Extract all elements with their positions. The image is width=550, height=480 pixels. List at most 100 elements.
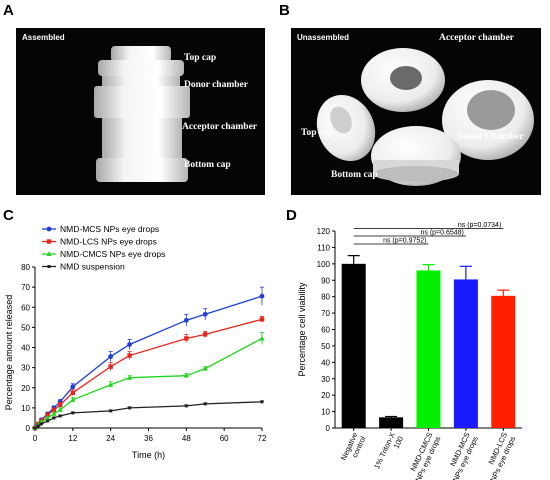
data-point (127, 342, 132, 347)
y-tick-label: 0 (326, 424, 331, 433)
data-point (51, 411, 57, 416)
data-point (184, 404, 188, 408)
data-point (57, 407, 63, 412)
label-donor-chamber-b: Donor Chamber (457, 132, 524, 142)
series-line (34, 337, 263, 429)
data-point (183, 372, 189, 378)
bar (341, 263, 366, 428)
x-axis-title: Time (h) (132, 450, 165, 460)
label-acceptor-chamber-b: Acceptor chamber (439, 33, 515, 43)
data-point (128, 406, 132, 410)
bar (416, 270, 441, 428)
x-tick-label: 72 (258, 434, 267, 443)
cell-viability-chart: 0 10 20 30 40 50 60 70 80 90 100 110 120 Percentage c… (297, 222, 522, 480)
legend-marker (47, 265, 51, 268)
y-tick-label: 20 (321, 391, 330, 400)
legend-label: NMD suspension (60, 262, 125, 272)
data-point (127, 353, 132, 358)
data-point (46, 419, 50, 423)
category-label: NMD-LCSNPs eye drops (480, 431, 517, 480)
y-tick-label: 40 (21, 344, 30, 353)
data-point (33, 426, 37, 430)
significance-label: ns (p=0.6548) (420, 230, 463, 237)
legend-marker (46, 251, 52, 256)
y-tick-label: 70 (321, 309, 330, 318)
y-tick-label: 30 (321, 375, 330, 384)
data-point (58, 402, 63, 408)
data-point (202, 311, 208, 317)
data-point (259, 293, 265, 299)
legend-label: NMD-LCS NPs eye drops (60, 237, 157, 247)
data-point (70, 390, 76, 395)
photo-a-title: Assembled (22, 33, 65, 42)
label-bottom-cap-a: Bottom cap (184, 160, 231, 170)
legend-marker (46, 239, 52, 244)
x-tick-label: 36 (144, 434, 153, 443)
unassembled-parts-illustration (316, 48, 534, 186)
data-point (45, 412, 50, 418)
photo-unassembled: Unassembled Acceptor chamber Top cap Don… (291, 28, 541, 195)
series-line (34, 318, 263, 429)
y-tick-label: 50 (21, 323, 30, 332)
legend-label: NMD-MCS NPs eye drops (60, 224, 159, 234)
series-line (34, 295, 263, 429)
release-profile-chart: 0 10 20 30 40 50 60 70 80 0 12 24 36 48 60 72 Time (h) Pe… (4, 224, 267, 460)
panel-letter-d: D (286, 207, 297, 224)
photo-b-title: Unassembled (297, 33, 350, 42)
data-point (70, 397, 76, 402)
significance-label: ns (p=0.9752) (383, 238, 426, 245)
data-point (45, 415, 51, 420)
data-point (260, 400, 264, 404)
category-label: Negativecontrol (339, 431, 368, 466)
y-tick-label: 0 (26, 424, 31, 433)
bar (491, 295, 516, 428)
data-point (52, 416, 56, 420)
y-axis-title: Percentage amount released (4, 295, 14, 411)
y-tick-label: 50 (321, 342, 330, 351)
y-tick-label: 40 (321, 358, 330, 367)
data-point (259, 335, 265, 341)
category-label: NMD-CMCSNPs eye drops (405, 431, 442, 480)
bar (379, 417, 404, 428)
y-tick-label: 60 (21, 303, 30, 312)
data-point (109, 409, 113, 413)
category-label-line: 1% Triton-X (372, 431, 397, 470)
y-tick-label: 80 (21, 263, 30, 272)
y-tick-label: 10 (321, 408, 330, 417)
panel-letter-b: B (279, 2, 290, 19)
y-tick-label: 30 (21, 364, 30, 373)
label-acceptor-chamber-a: Acceptor chamber (182, 122, 258, 132)
category-label: NMD-MCSNPs eye drops (443, 431, 480, 480)
y-tick-label: 80 (321, 293, 330, 302)
data-point (259, 317, 265, 322)
panel-letter-c: C (3, 207, 14, 224)
y-tick-label: 20 (21, 384, 30, 393)
y-tick-label: 60 (321, 326, 330, 335)
y-tick-label: 90 (321, 276, 330, 285)
y-tick-label: 10 (21, 404, 30, 413)
x-tick-label: 0 (33, 434, 38, 443)
x-tick-label: 12 (68, 434, 77, 443)
data-point (108, 381, 114, 387)
data-point (184, 336, 189, 341)
panel-letter-a: A (3, 2, 14, 19)
label-top-cap-a: Top cap (184, 53, 217, 63)
y-axis-title: Percentage cell viability (297, 282, 307, 377)
data-point (58, 414, 62, 418)
x-tick-label: 60 (220, 434, 229, 443)
legend-marker (46, 226, 52, 232)
bar (453, 279, 478, 428)
y-tick-label: 120 (317, 227, 331, 236)
data-point (183, 317, 189, 323)
data-point (36, 424, 40, 428)
label-bottom-cap-b: Bottom cap (331, 170, 378, 180)
legend-label: NMD-CMCS NPs eye drops (60, 249, 165, 259)
data-point (203, 402, 207, 406)
series-line (34, 401, 263, 429)
x-tick-label: 24 (106, 434, 115, 443)
data-point (71, 411, 75, 415)
assembled-cell-illustration (94, 46, 190, 182)
y-tick-label: 110 (317, 243, 330, 252)
data-point (39, 422, 43, 426)
y-tick-label: 100 (317, 260, 331, 269)
